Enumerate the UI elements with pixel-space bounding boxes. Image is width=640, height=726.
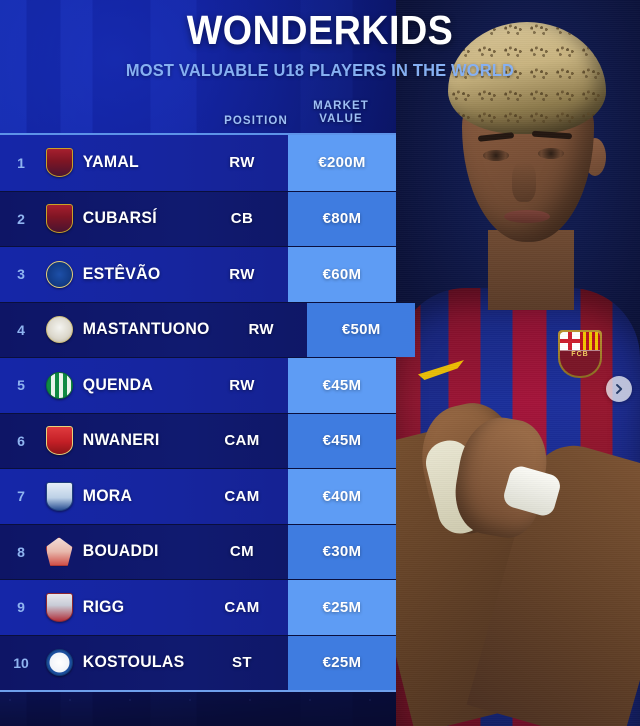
player-mouth	[504, 210, 550, 223]
brighton-crest	[45, 649, 73, 677]
real-madrid-crest	[45, 316, 73, 344]
row-rank: 1	[17, 154, 25, 171]
row-market-value: €60M	[288, 247, 396, 302]
row-market-value: €80M	[288, 191, 396, 246]
rankings-table: 1 YAMAL RW €200M 2 CUBARSÍ CB €80M 3 ESTÊVÃO RW €60…	[0, 133, 416, 692]
row-club-badge	[42, 148, 76, 178]
row-position: CM	[229, 543, 255, 561]
row-player-name: QUENDA	[82, 375, 154, 394]
row-club-badge	[42, 537, 76, 567]
row-player-name: ESTÊVÃO	[82, 264, 161, 283]
row-club-badge	[42, 426, 76, 456]
table-row: 2 CUBARSÍ CB €80M	[0, 190, 396, 246]
arsenal-crest	[45, 426, 73, 456]
row-club-badge	[42, 481, 76, 511]
porto-crest	[45, 481, 73, 511]
row-position: CAM	[224, 598, 260, 616]
table-row: 1 YAMAL RW €200M	[0, 135, 396, 191]
column-header-market-value: MARKET VALUE	[287, 100, 395, 126]
row-player-name: KOSTOULAS	[82, 653, 185, 672]
page-subtitle: MOST VALUABLE U18 PLAYERS IN THE WORLD	[125, 60, 515, 81]
player-eye-left	[483, 150, 509, 161]
row-rank: 8	[17, 543, 25, 560]
row-player-name: RIGG	[82, 597, 125, 616]
row-rank: 5	[17, 377, 25, 394]
jersey-crest-label: FCB	[571, 351, 589, 359]
table-row: 5 QUENDA RW €45M	[0, 357, 396, 413]
row-rank: 10	[13, 654, 29, 671]
sunderland-crest	[45, 592, 73, 622]
table-row: 7 MORA CAM €40M	[0, 468, 396, 524]
row-player-name: BOUADDI	[82, 542, 159, 561]
row-market-value: €25M	[288, 580, 396, 635]
row-position: RW	[248, 321, 274, 339]
jersey-club-crest-inner: FCB	[560, 332, 600, 376]
row-club-badge	[42, 204, 76, 234]
row-player-name: YAMAL	[82, 153, 140, 172]
row-position: CAM	[224, 487, 260, 505]
barcelona-crest	[45, 204, 73, 234]
title-block: WONDERKIDS MOST VALUABLE U18 PLAYERS IN …	[0, 8, 640, 81]
row-player-name: NWANERI	[82, 431, 160, 450]
chevron-right-icon	[613, 383, 625, 395]
row-club-badge	[42, 649, 76, 677]
table-row: 9 RIGG CAM €25M	[0, 579, 396, 635]
row-position: CAM	[224, 432, 260, 450]
row-player-name: CUBARSÍ	[82, 209, 157, 228]
row-market-value: €45M	[288, 358, 396, 413]
table-row: 8 BOUADDI CM €30M	[0, 523, 396, 579]
row-rank: 4	[17, 321, 25, 338]
row-market-value: €30M	[288, 524, 396, 579]
player-eye-right	[538, 148, 564, 159]
column-header-market-value-line1: MARKET	[313, 100, 369, 112]
jersey-club-crest: FCB	[558, 330, 602, 378]
row-club-badge	[42, 316, 76, 344]
row-position: ST	[232, 654, 252, 672]
row-rank: 3	[17, 266, 25, 283]
row-rank: 6	[17, 432, 25, 449]
row-market-value: €45M	[288, 413, 396, 468]
row-player-name: MASTANTUONO	[82, 320, 210, 339]
row-market-value: €200M	[288, 135, 396, 191]
chelsea-crest	[45, 260, 73, 288]
player-hair	[448, 22, 606, 134]
row-market-value: €50M	[307, 302, 416, 357]
sporting-crest	[45, 371, 73, 399]
player-neck	[488, 230, 574, 310]
column-header-position: POSITION	[224, 115, 288, 127]
column-header-market-value-line2: VALUE	[319, 113, 363, 125]
row-rank: 7	[17, 488, 25, 505]
row-position: CB	[230, 210, 254, 228]
row-position: RW	[229, 265, 255, 283]
next-slide-button[interactable]	[606, 376, 632, 402]
barcelona-crest	[45, 148, 73, 178]
column-headers: POSITION MARKET VALUE	[0, 94, 640, 132]
row-club-badge	[42, 592, 76, 622]
row-position: RW	[229, 376, 255, 394]
row-club-badge	[42, 260, 76, 288]
row-rank: 9	[17, 599, 25, 616]
table-row: 4 MASTANTUONO RW €50M	[0, 301, 416, 357]
table-row: 10 KOSTOULAS ST €25M	[0, 634, 396, 690]
row-rank: 2	[17, 210, 25, 227]
row-market-value: €25M	[288, 635, 396, 690]
row-club-badge	[42, 371, 76, 399]
player-nose	[512, 162, 536, 202]
table-row: 6 NWANERI CAM €45M	[0, 412, 396, 468]
row-market-value: €40M	[288, 469, 396, 524]
row-position: RW	[229, 154, 255, 172]
table-row: 3 ESTÊVÃO RW €60M	[0, 246, 396, 302]
lille-crest	[45, 537, 73, 567]
page-title: WONDERKIDS	[186, 7, 454, 53]
row-player-name: MORA	[82, 486, 133, 505]
